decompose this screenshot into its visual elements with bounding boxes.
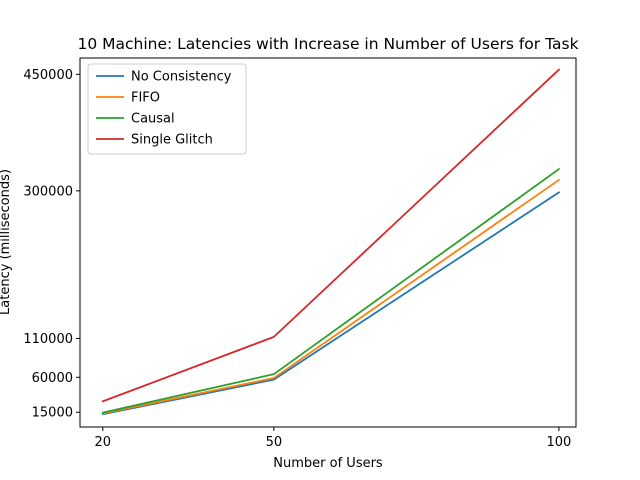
y-tick-label: 450000 (23, 68, 73, 83)
legend-label-0: No Consistency (131, 70, 232, 85)
legend-label-2: Causal (131, 112, 175, 127)
legend-label-3: Single Glitch (131, 133, 213, 148)
y-tick-label: 300000 (23, 184, 73, 199)
plot-frame (79, 57, 577, 428)
series-line-0 (101, 191, 561, 416)
legend-label-1: FIFO (131, 91, 160, 106)
x-axis-title: Number of Users (273, 456, 383, 471)
y-axis-title: Latency (milliseconds) (0, 169, 13, 315)
x-tick-label: 100 (546, 435, 571, 450)
legend: No Consistency FIFO Causal Single Glitch (87, 63, 247, 155)
series-line-3 (101, 68, 561, 403)
x-tick-label: 20 (95, 435, 112, 450)
series-line-1 (101, 178, 561, 415)
series-line-2 (101, 167, 561, 414)
y-tick-label: 60000 (32, 371, 73, 386)
x-tick-label: 50 (266, 435, 283, 450)
legend-box (87, 63, 247, 155)
chart-title: 10 Machine: Latencies with Increase in N… (77, 35, 578, 53)
y-tick-label: 15000 (32, 406, 73, 421)
y-tick-label: 110000 (23, 332, 73, 347)
